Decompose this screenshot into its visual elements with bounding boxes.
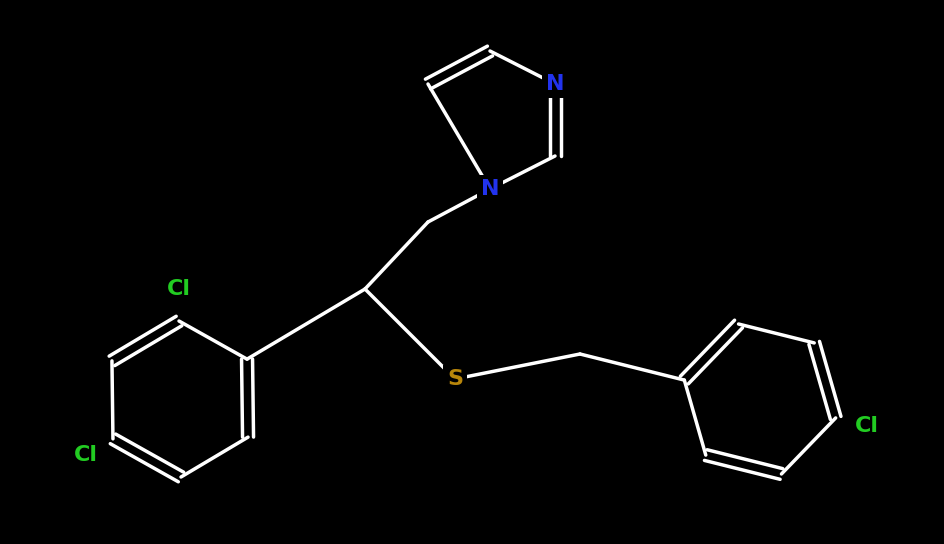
Text: Cl: Cl: [74, 445, 97, 465]
Text: Cl: Cl: [166, 279, 191, 299]
Text: S: S: [447, 369, 463, 389]
Text: N: N: [480, 179, 499, 199]
Text: N: N: [546, 74, 565, 94]
Text: Cl: Cl: [854, 416, 879, 436]
